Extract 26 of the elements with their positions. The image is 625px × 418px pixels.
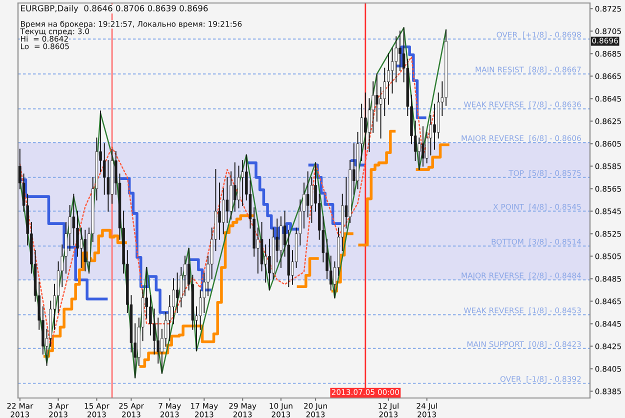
candlestick [218,182,221,240]
candlestick [184,256,186,296]
candlestick [372,81,374,133]
candlestick [241,160,244,206]
candlestick [364,92,367,150]
candlestick [376,73,378,122]
candlestick [237,166,240,208]
chart-title: EURGBP,Daily 0.8646 0.8706 0.8639 0.8696 [21,4,208,14]
candlestick [330,256,332,290]
candlestick [72,194,76,246]
candlestick [268,238,271,290]
candlestick [368,98,371,152]
candlestick [234,162,236,212]
candlestick [80,228,83,268]
candlestick [226,176,229,223]
candlestick [84,230,87,272]
candlestick [422,126,424,167]
candlestick [172,278,175,324]
line-series [19,56,436,347]
candlestick [433,104,436,150]
candlestick [306,171,310,218]
candlestick [76,210,79,257]
candlestick [176,272,179,313]
candlestick [387,53,390,105]
candlestick [398,30,402,72]
candlestick [418,138,421,170]
